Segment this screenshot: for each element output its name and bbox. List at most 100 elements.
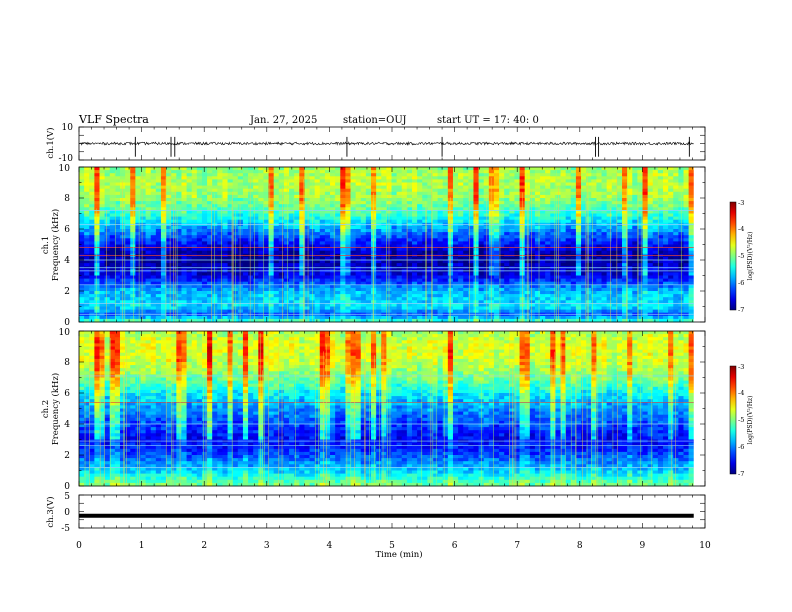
ch1-spec-cell bbox=[248, 291, 254, 295]
ch1-spec-cell bbox=[616, 250, 623, 255]
ch1-spec-cell bbox=[417, 235, 423, 239]
ch1-spec-cell bbox=[319, 250, 326, 255]
ch1-spec-cell bbox=[319, 210, 326, 214]
ch1-spec-cell bbox=[109, 198, 116, 202]
ch1-spec-cell bbox=[688, 225, 695, 230]
ch1-spec-cell bbox=[483, 170, 490, 174]
ch1-spec-cell bbox=[79, 219, 85, 224]
ch1-spec-cell bbox=[237, 201, 244, 205]
ch1-spec-cell bbox=[550, 179, 556, 183]
ch1-spec-cell bbox=[212, 201, 218, 205]
ch1-spec-cell bbox=[345, 278, 351, 283]
ch1-spec-cell bbox=[509, 278, 515, 283]
ch1-spec-cell bbox=[104, 263, 111, 267]
ch1-spec-cell bbox=[627, 185, 633, 190]
ch1-spec-cell bbox=[181, 204, 187, 208]
ch1-spec-cell bbox=[688, 287, 695, 292]
ch1-spec-cell bbox=[565, 185, 572, 190]
ch1-spec-cell bbox=[176, 241, 182, 245]
ch1-spec-cell bbox=[304, 213, 310, 217]
ch1-spec-cell bbox=[248, 244, 254, 248]
ch1-spec-cell bbox=[627, 263, 633, 267]
ch1-spec-cell bbox=[463, 182, 469, 186]
ch1-spec-cell bbox=[488, 201, 495, 205]
ch1-spec-cell bbox=[627, 250, 633, 255]
ch1-spec-cell bbox=[125, 272, 131, 276]
ch1-spec-cell bbox=[452, 235, 459, 239]
ch1-spec-cell bbox=[406, 291, 413, 295]
ch1-spec-cell bbox=[442, 284, 449, 289]
ch1-spec-cell bbox=[473, 173, 479, 177]
ch1-spec-cell bbox=[263, 229, 269, 233]
ch1-spec-cell bbox=[114, 182, 121, 186]
ch1-spec-cell bbox=[396, 235, 403, 239]
ch1-spec-cell bbox=[657, 207, 664, 211]
ch1-spec-cell bbox=[242, 241, 249, 245]
ch1-spec-cell bbox=[314, 170, 321, 174]
ch1-spec-cell bbox=[104, 238, 111, 242]
ch1-spec-cell bbox=[330, 167, 336, 171]
ch1-spec-cell bbox=[652, 278, 659, 283]
ch1-spec-cell bbox=[386, 167, 392, 171]
ch1-spec-cell bbox=[109, 256, 116, 261]
ch1-spec-cell bbox=[135, 204, 141, 208]
ch1-spec-cell bbox=[560, 191, 567, 196]
ch1-spec-cell bbox=[668, 173, 674, 177]
ch1-spec-cell bbox=[591, 281, 597, 286]
ch1-spec-cell bbox=[242, 185, 249, 190]
ch1-spec-cell bbox=[258, 173, 264, 177]
ch1-spec-cell bbox=[401, 232, 408, 236]
ch1-spec-cell bbox=[227, 219, 234, 224]
ch1-spec-cell bbox=[263, 287, 269, 292]
ch1-spec-cell bbox=[171, 225, 177, 230]
ch1-spec-cell bbox=[663, 210, 669, 214]
ch1-spec-cell bbox=[84, 185, 90, 190]
ch1-spec-cell bbox=[504, 176, 510, 180]
ch1-spec-cell bbox=[647, 182, 654, 186]
ch1-spec-cell bbox=[417, 213, 423, 217]
ch1-spec-cell bbox=[263, 260, 269, 264]
ch1-spec-cell bbox=[401, 281, 408, 286]
ch1-spec-cell bbox=[632, 229, 638, 233]
ch1-spec-cell bbox=[273, 210, 280, 214]
ch1-spec-cell bbox=[125, 287, 131, 292]
ch1-spec-cell bbox=[642, 173, 649, 177]
ch1-spec-cell bbox=[422, 250, 428, 255]
ch1-spec-cell bbox=[376, 247, 382, 252]
ch1-spec-cell bbox=[586, 185, 592, 190]
ch1-spec-cell bbox=[125, 250, 131, 255]
ch1-spec-cell bbox=[242, 213, 249, 217]
ch1-spec-cell bbox=[468, 198, 474, 202]
ch1-spec-cell bbox=[401, 225, 408, 230]
ch1-spec-cell bbox=[427, 173, 433, 177]
ch1-spec-cell bbox=[104, 278, 111, 283]
ch1-spec-cell bbox=[248, 225, 254, 230]
ch1-spec-cell bbox=[201, 176, 208, 180]
ch1-spec-cell bbox=[166, 191, 172, 196]
ch1-spec-cell bbox=[401, 244, 408, 248]
ch1-spec-cell bbox=[201, 250, 208, 255]
ch1-spec-cell bbox=[437, 244, 444, 248]
ch1-spec-cell bbox=[258, 247, 264, 252]
ch1-spec-cell bbox=[683, 244, 690, 248]
ch1-spec-cell bbox=[406, 191, 413, 196]
ch1-spec-cell bbox=[529, 201, 536, 205]
ch1-spec-cell bbox=[330, 229, 336, 233]
ch1-spec-cell bbox=[217, 244, 223, 248]
ch1-spec-cell bbox=[176, 247, 182, 252]
ch1-spec-cell bbox=[171, 260, 177, 264]
ch1-spec-cell bbox=[330, 201, 336, 205]
ch1-spec-cell bbox=[376, 185, 382, 190]
ch1-spec-cell bbox=[483, 167, 490, 171]
ch1-spec-cell bbox=[314, 182, 321, 186]
ch1-spec-cell bbox=[540, 275, 546, 279]
ch1-spec-cell bbox=[627, 260, 633, 264]
ch1-spec-cell bbox=[330, 256, 336, 261]
ch1-spec-cell bbox=[186, 173, 193, 177]
ch1-spec-cell bbox=[283, 235, 290, 239]
ch1-spec-cell bbox=[212, 284, 218, 289]
ch1-spec-cell bbox=[294, 272, 300, 276]
ch1-spec-cell bbox=[493, 263, 500, 267]
ch1-spec-cell bbox=[99, 185, 106, 190]
ch1-spec-cell bbox=[442, 225, 449, 230]
